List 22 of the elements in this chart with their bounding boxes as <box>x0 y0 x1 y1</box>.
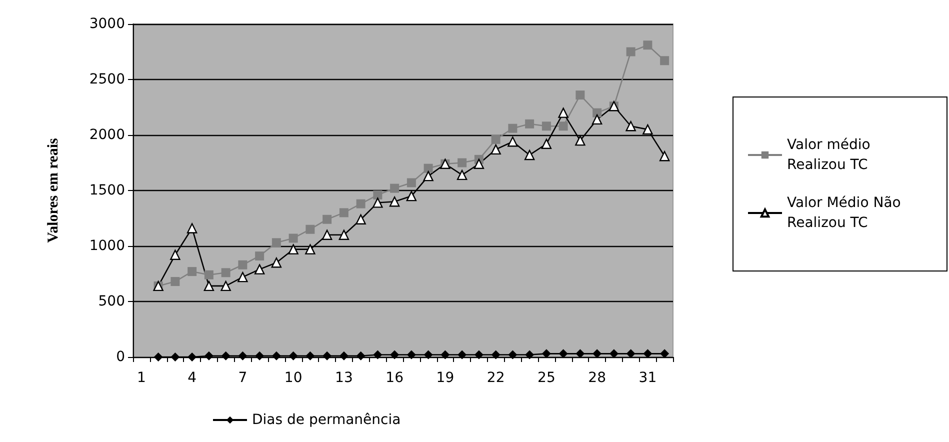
x-tick-label: 22 <box>486 370 505 386</box>
x-tick-label: 25 <box>538 370 556 386</box>
legend-label: Valor médio Realizou TC <box>787 137 875 173</box>
x-tick-label: 16 <box>386 370 404 386</box>
legend-label: Valor Médio Não Realizou TC <box>787 195 906 231</box>
y-tick-label: 3000 <box>89 16 125 32</box>
x-tick-label: 1 <box>136 370 146 386</box>
y-tick-label: 0 <box>116 349 125 365</box>
y-tick-label: 1000 <box>89 238 125 254</box>
y-tick-label: 500 <box>98 294 125 310</box>
y-tick-label: 1500 <box>89 182 125 198</box>
y-tick-label: 2500 <box>89 72 125 88</box>
y-axis-title: Valores em reais <box>46 138 62 243</box>
x-tick-label: 10 <box>284 370 302 386</box>
x-tick-label: 7 <box>238 370 248 386</box>
x-tick-label: 31 <box>638 370 657 386</box>
x-tick-label: 4 <box>188 370 197 386</box>
y-tick-label: 2000 <box>89 127 125 143</box>
x-tick-label: 28 <box>588 370 606 386</box>
x-tick-label: 19 <box>436 370 454 386</box>
x-tick-label: 13 <box>335 370 353 386</box>
legend-label: Dias de permanência <box>252 412 401 428</box>
